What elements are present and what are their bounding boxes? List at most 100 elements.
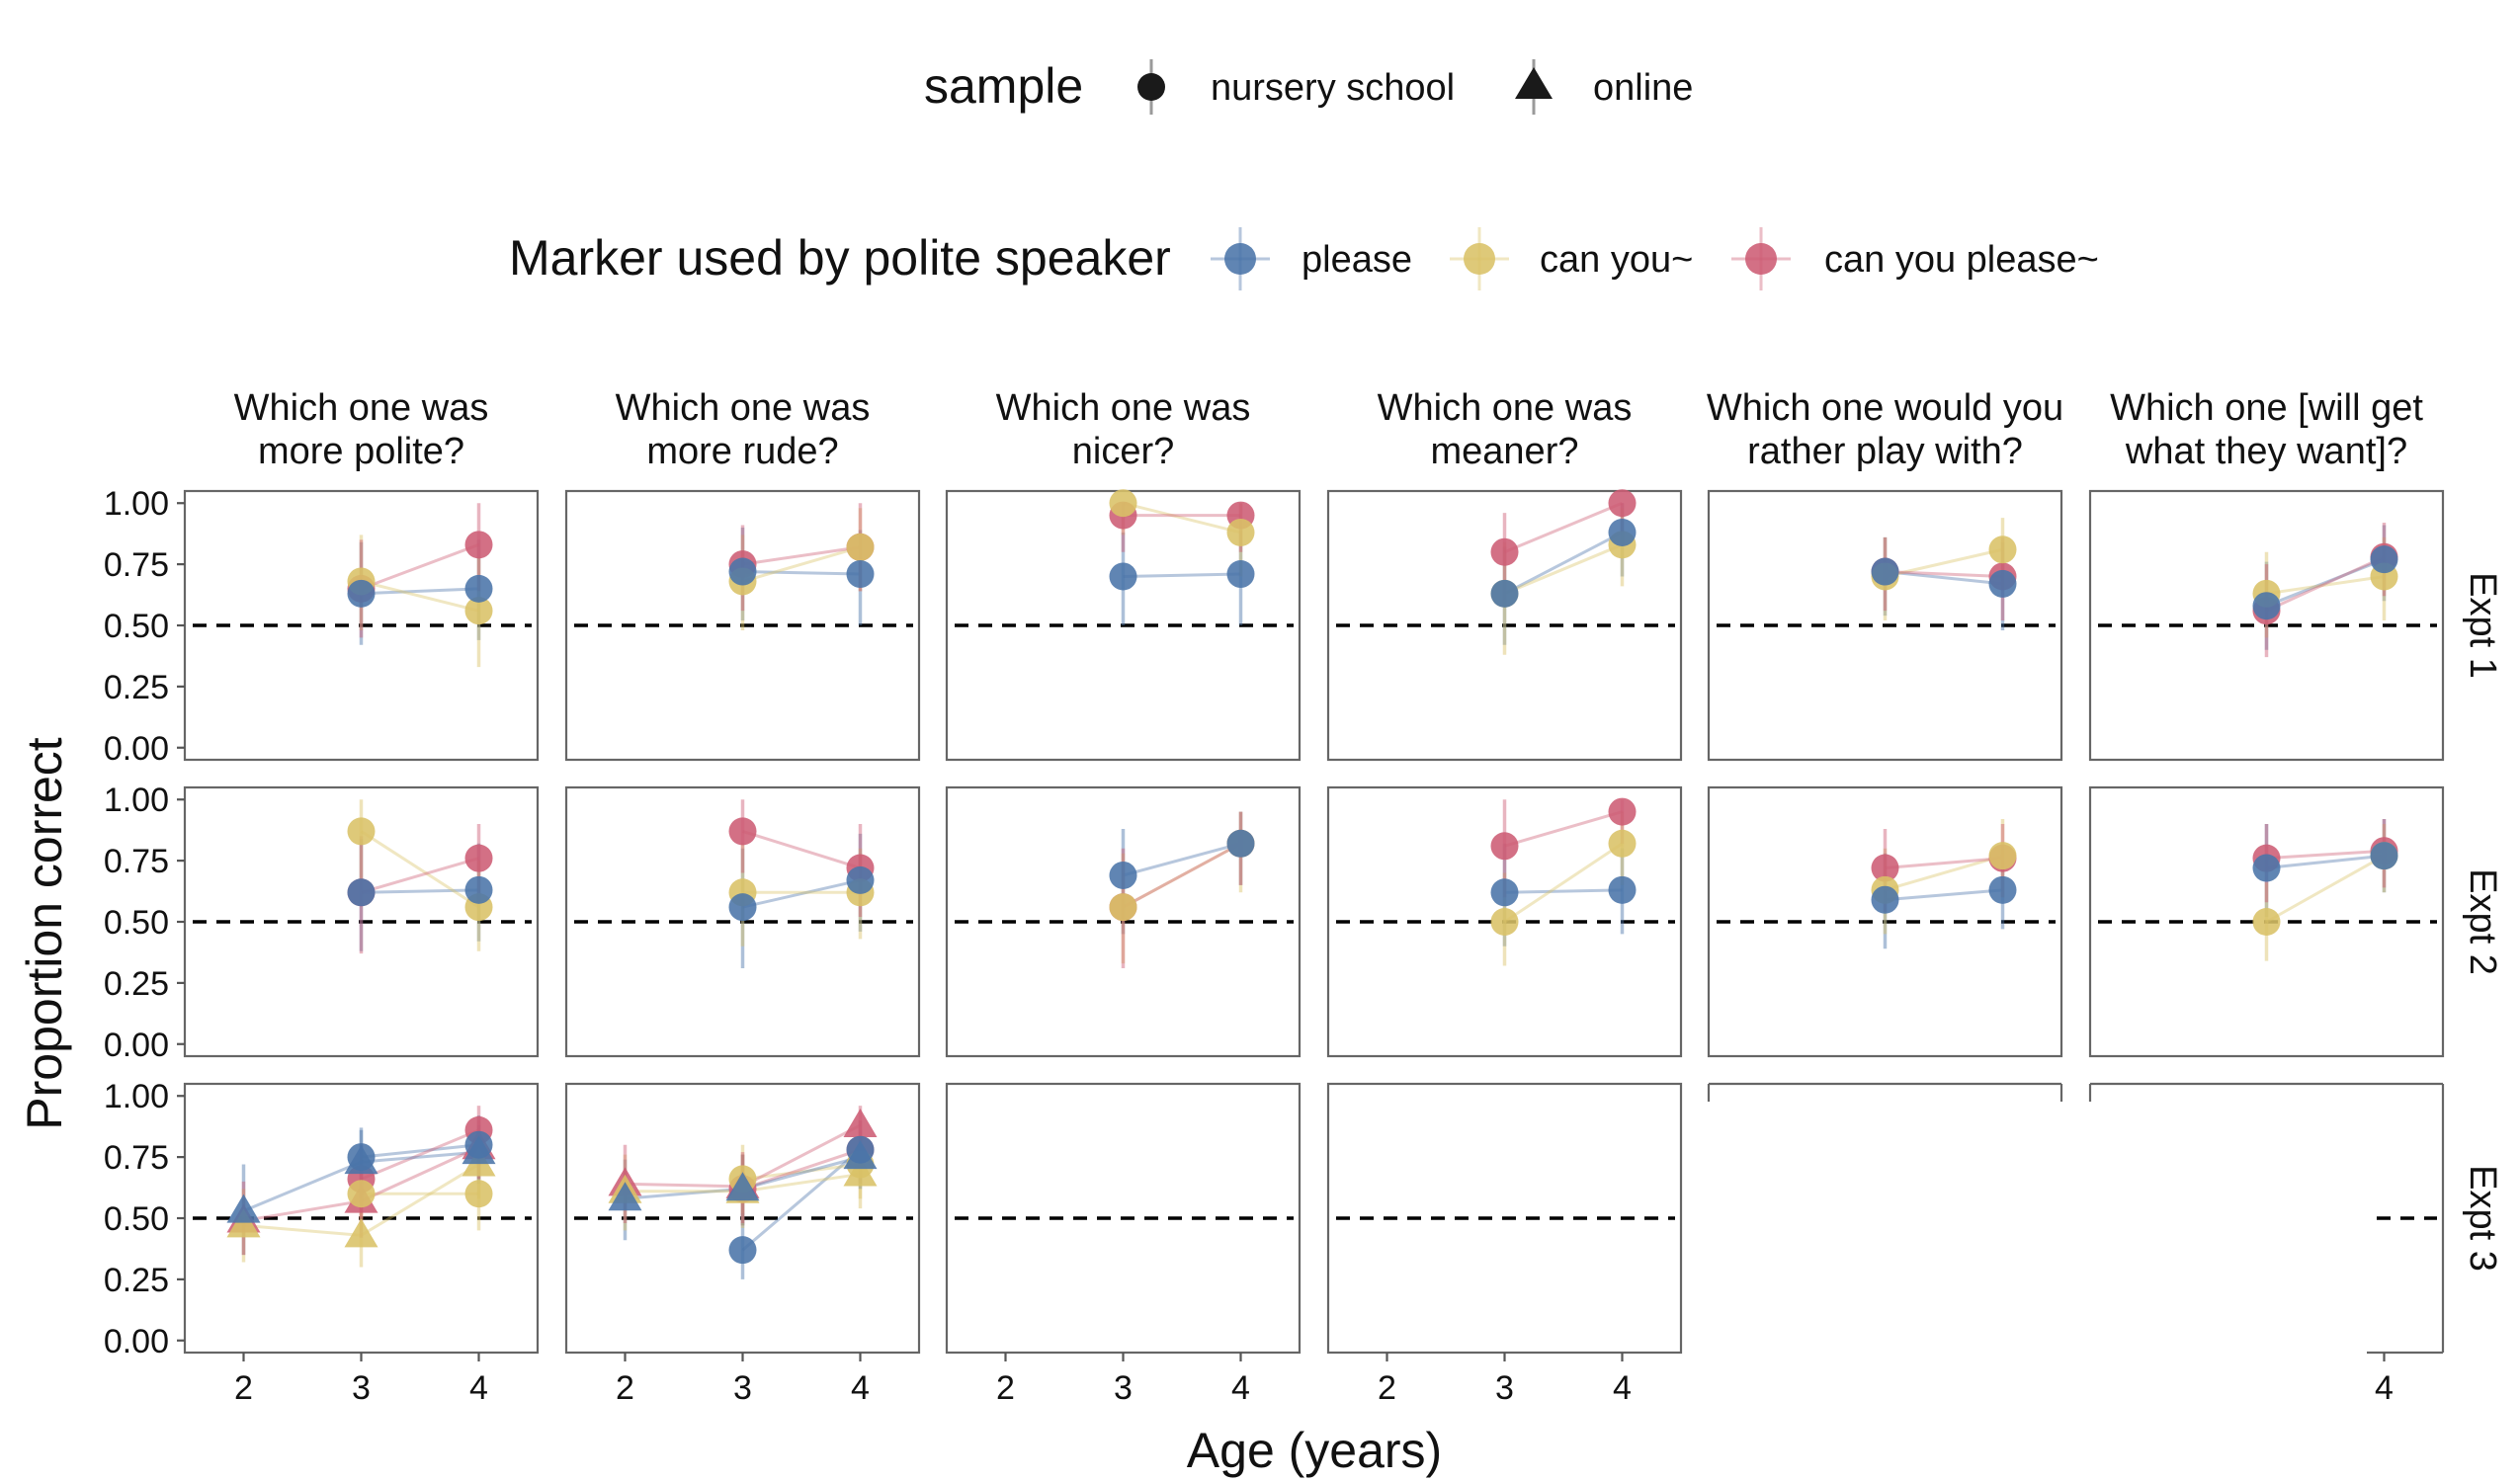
series-line-please-nursery-school <box>1504 888 1623 894</box>
legend-marker-label-can-you: can you~ <box>1540 239 1693 281</box>
series-line-please-nursery-school <box>2265 557 2386 608</box>
series-line-can-you-nursery-school <box>742 1163 861 1181</box>
series-line-please-nursery-school <box>1503 531 1624 596</box>
series-line-can-you-nursery-school <box>360 830 480 909</box>
legend-marker-title: Marker used by polite speaker <box>509 230 1171 286</box>
point-please-nursery <box>1988 875 2017 904</box>
legend-sample-key-circle <box>1137 73 1165 101</box>
series-line-please-nursery-school <box>361 888 479 894</box>
y-tick-label: 0.25 <box>104 965 169 1003</box>
point-can-you-nursery <box>1490 908 1519 936</box>
series-line-please-nursery-school <box>742 878 861 909</box>
series-line-can-you-please-nursery-school <box>1122 842 1242 909</box>
strip-title-expt-1: Expt 1 <box>2462 572 2503 679</box>
y-tick-label: 0.50 <box>104 608 169 645</box>
point-please-nursery <box>728 1236 757 1265</box>
y-tick-label: 0.25 <box>104 1262 169 1299</box>
point-can-you-please-nursery <box>464 844 493 872</box>
series-line-can-you-nursery-school <box>1503 542 1624 596</box>
legend-sample: sample nursery school online <box>924 58 1693 115</box>
x-tick-label: 2 <box>234 1369 253 1407</box>
x-tick-label: 4 <box>1231 1369 1250 1407</box>
series-line-please-nursery-school <box>1123 572 1241 578</box>
y-tick-label: 0.25 <box>104 669 169 706</box>
y-tick-label: 0.00 <box>104 1027 169 1064</box>
point-please-online <box>462 1135 496 1165</box>
point-please-nursery <box>2252 854 2281 882</box>
x-tick-label: 2 <box>616 1369 634 1407</box>
point-can-you-nursery <box>846 533 875 561</box>
series-line-can-you-nursery-school <box>2265 854 2386 924</box>
point-please-nursery <box>1226 560 1255 589</box>
x-tick-label: 3 <box>1114 1369 1133 1407</box>
strip-title-col-3: Which one was nicer? <box>996 387 1251 472</box>
point-please-nursery <box>1608 518 1637 546</box>
series-line-can-you-please-nursery-school <box>360 1128 480 1181</box>
point-can-you-nursery <box>1988 535 2017 564</box>
point-please-online <box>344 1145 378 1175</box>
series-line-can-you-please-nursery-school <box>2266 849 2385 861</box>
strip-title-expt-2: Expt 2 <box>2462 868 2503 975</box>
series-line-please-nursery-school <box>361 587 479 596</box>
x-tick-label: 3 <box>733 1369 752 1407</box>
series-line-can-you-nursery-school <box>361 579 479 613</box>
point-please-nursery <box>846 865 875 894</box>
x-tick-label: 3 <box>1495 1369 1514 1407</box>
panel-marks-r1-c6 <box>2252 523 2398 658</box>
panel-marks-r1-c5 <box>1871 518 2017 630</box>
point-please-nursery <box>347 878 376 907</box>
series-line-please-nursery-school <box>1123 842 1241 877</box>
y-tick-label: 1.00 <box>104 1078 169 1115</box>
point-can-you-please-nursery <box>1608 489 1637 518</box>
legend-sample-title: sample <box>924 58 1083 114</box>
legend-sample-key-triangle <box>1515 67 1553 99</box>
series-line-can-you-nursery-school <box>1885 547 2003 578</box>
series-line-can-you-please-nursery-school <box>360 542 480 591</box>
strip-title-col-5: Which one would you rather play with? <box>1707 387 2063 472</box>
series-line-can-you-please-nursery-school <box>361 857 479 894</box>
panel-marks-r2-c5 <box>1871 819 2017 949</box>
point-please-nursery <box>1490 579 1519 608</box>
point-can-you-nursery <box>1988 842 2017 870</box>
y-tick-label: 1.00 <box>104 485 169 523</box>
point-please-nursery <box>846 560 875 589</box>
point-can-you-nursery <box>347 1180 376 1208</box>
point-can-you-nursery <box>464 1180 493 1208</box>
point-can-you-online <box>226 1208 261 1238</box>
point-please-nursery <box>464 875 493 904</box>
point-can-you-please-online <box>843 1108 878 1137</box>
panel-frame-r2-c4 <box>1326 785 1683 1058</box>
series-line-please-nursery-school <box>2266 854 2385 870</box>
point-can-you-please-nursery <box>1608 797 1637 826</box>
point-can-you-please-nursery <box>728 817 757 846</box>
legend-marker-label-can-you-please: can you please~ <box>1824 239 2099 281</box>
point-please-nursery <box>347 579 376 608</box>
x-tick-label: 4 <box>469 1369 488 1407</box>
legend-marker-label-please: please <box>1302 239 1412 281</box>
panel-frame-r2-c3 <box>945 785 1302 1058</box>
strip-title-col-1: Which one was more polite? <box>234 387 489 472</box>
point-please-nursery <box>1608 875 1637 904</box>
strip-title-col-2: Which one was more rude? <box>616 387 871 472</box>
legend-marker: Marker used by polite speaker please can… <box>509 227 2099 290</box>
point-can-you-please-nursery <box>1490 832 1519 861</box>
x-tick-label: 4 <box>2375 1369 2394 1407</box>
panel-marks-r3-c1 <box>226 1106 496 1268</box>
series-line-please-nursery-school <box>741 1148 862 1252</box>
y-tick-label: 0.50 <box>104 1200 169 1238</box>
panel-frame-r1-c4 <box>1326 489 1683 762</box>
point-please-nursery <box>1490 878 1519 907</box>
series-line-can-you-please-nursery-school <box>742 829 861 869</box>
series-line-please-nursery-school <box>361 1143 479 1159</box>
y-tick-label: 1.00 <box>104 782 169 819</box>
point-please-online <box>843 1140 878 1170</box>
point-can-you-please-nursery <box>1871 854 1899 882</box>
series-line-can-you-nursery-school <box>742 545 861 583</box>
series-line-please-nursery-school <box>742 570 861 576</box>
point-please-nursery <box>1226 829 1255 858</box>
legend-marker-key-can-you <box>1450 227 1509 290</box>
series-line-can-you-please-nursery-school <box>1885 857 2003 870</box>
series-line-can-you-please-nursery-school <box>1504 810 1623 848</box>
series-line-can-you-please-nursery-school <box>742 545 861 566</box>
point-please-nursery <box>2370 545 2398 574</box>
